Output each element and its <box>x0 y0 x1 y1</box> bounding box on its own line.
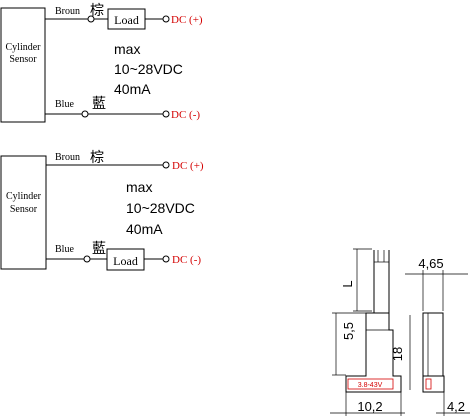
dc-plus-label: DC (+) <box>172 160 204 172</box>
dc-minus-label: DC (-) <box>171 109 200 121</box>
sensor-box <box>0 7 46 123</box>
spec-max: max <box>126 179 152 195</box>
dc-minus-label: DC (-) <box>172 254 201 266</box>
dc-plus-label: DC (+) <box>171 14 203 26</box>
spec-voltage: 10~28VDC <box>114 61 183 77</box>
blue-wire-label: Blue <box>55 244 74 255</box>
sensor-label-line1: Cylinder <box>6 42 42 53</box>
blue-wire-label: Blue <box>55 99 74 110</box>
sensor-label-line1: Cylinder <box>6 191 42 202</box>
dc-plus-terminal <box>162 15 170 23</box>
spec-voltage: 10~28VDC <box>126 200 195 216</box>
spec-max: max <box>114 41 140 57</box>
wiring-diagram-2: Cylinder Sensor Broun 棕 DC (+) Blue 藍 Lo… <box>0 150 204 271</box>
body-voltage-label: 3.8-43V <box>358 382 383 389</box>
sensor-side-base <box>422 375 445 393</box>
brown-wire-label: Broun <box>55 152 80 163</box>
body-label-plate <box>347 378 394 390</box>
dc-minus-terminal <box>162 110 170 118</box>
dc-plus-terminal <box>162 161 170 169</box>
dim-l-label: L <box>340 280 355 287</box>
sensor-label-line2: Sensor <box>9 54 37 65</box>
side-label-plate <box>425 378 432 390</box>
dim-10-2-label: 10,2 <box>357 399 382 414</box>
dim-4-2-label: 4,2 <box>447 399 465 414</box>
sensor-label-line2: Sensor <box>10 204 38 215</box>
brown-wire-chinese-label: 棕 <box>90 150 104 166</box>
dc-minus-terminal <box>162 255 170 263</box>
load-label: Load <box>113 254 138 268</box>
brown-wire-label: Broun <box>55 6 80 17</box>
blue-wire-chinese-label: 藍 <box>92 96 106 112</box>
dim-18-label: 18 <box>390 347 405 361</box>
dim-4-65-label: 4,65 <box>418 256 443 271</box>
brown-wire-chinese-label: 棕 <box>90 3 104 19</box>
sensor-body-side-view <box>422 312 444 377</box>
sensor-dimension-drawing: L 3.8-43V 5,5 18 10,2 4,65 4,2 <box>330 248 470 416</box>
wiring-diagram-1: Cylinder Sensor Broun 棕 Load DC (+) Blue… <box>0 3 203 123</box>
load-label: Load <box>114 13 139 27</box>
blue-wire-chinese-label: 藍 <box>92 241 106 257</box>
spec-current: 40mA <box>114 81 151 97</box>
sensor-body-front-view <box>345 312 402 393</box>
blue-terminal <box>81 110 89 118</box>
dim-5-5-label: 5,5 <box>341 322 356 340</box>
sensor-box <box>0 155 47 270</box>
blue-terminal <box>83 255 91 263</box>
spec-current: 40mA <box>126 221 163 237</box>
